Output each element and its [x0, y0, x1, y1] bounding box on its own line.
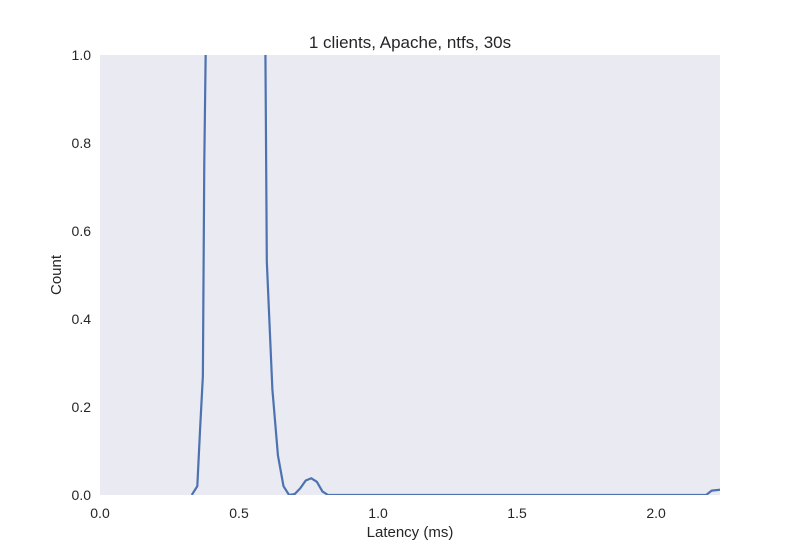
- y-tick-label: 1.0: [72, 47, 92, 63]
- x-tick-label: 1.5: [507, 505, 527, 521]
- y-tick-label: 0.2: [72, 399, 92, 415]
- y-tick-label: 0.8: [72, 135, 92, 151]
- chart-title: 1 clients, Apache, ntfs, 30s: [309, 33, 511, 52]
- plot-area: [100, 55, 720, 495]
- y-tick-label: 0.0: [72, 487, 92, 503]
- x-axis-label: Latency (ms): [367, 524, 454, 541]
- x-tick-label: 0.0: [90, 505, 110, 521]
- series-line-0: [190, 55, 720, 495]
- y-tick-label: 0.6: [72, 223, 92, 239]
- x-tick-label: 1.0: [368, 505, 388, 521]
- y-tick-label: 0.4: [72, 311, 92, 327]
- x-tick-label: 0.5: [229, 505, 249, 521]
- x-tick-label: 2.0: [646, 505, 666, 521]
- y-axis-label: Count: [48, 254, 65, 295]
